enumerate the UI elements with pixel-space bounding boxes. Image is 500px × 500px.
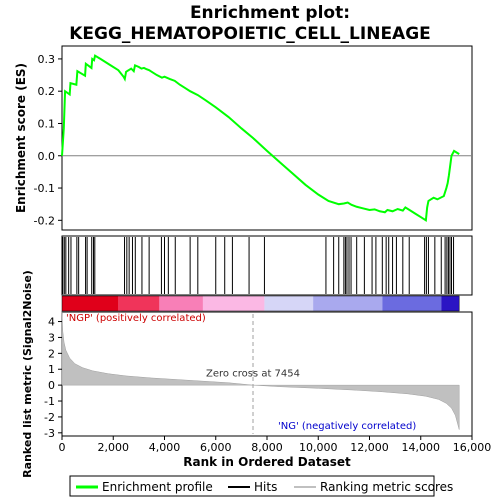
heat-segment xyxy=(441,296,460,311)
rank-y-axis: -3 -2 -1 0 1 2 3 4 xyxy=(44,316,62,440)
heat-frame xyxy=(61,295,460,312)
hit-lines xyxy=(62,237,455,294)
es-y-tick-label: 0.1 xyxy=(38,117,56,130)
rank-y-tick-label: 4 xyxy=(48,316,55,329)
rank-y-tick-label: 3 xyxy=(48,331,55,344)
es-panel: -0.2 -0.1 0.0 0.1 0.2 0.3 xyxy=(34,45,473,231)
rank-y-tick-label: 0 xyxy=(48,379,55,392)
rank-y-tick-label: -2 xyxy=(44,411,55,424)
heat-segment xyxy=(202,296,265,311)
chart-title-line1: Enrichment plot: xyxy=(190,3,350,23)
chart-title-line2: KEGG_HEMATOPOIETIC_CELL_LINEAGE xyxy=(69,24,431,44)
hits-panel xyxy=(61,235,473,296)
x-axis: 0 2,000 4,000 6,000 8,000 10,000 12,000 14,000 1… xyxy=(59,436,492,454)
es-plot-frame xyxy=(61,45,473,231)
x-tick-label: 12,000 xyxy=(350,441,389,454)
x-tick-label: 2,000 xyxy=(98,441,130,454)
heat-segment xyxy=(313,296,383,311)
legend: Enrichment profile Hits Ranking metric sco… xyxy=(69,475,453,497)
enrichment-profile-line xyxy=(61,54,460,223)
x-tick-label: 8,000 xyxy=(251,441,283,454)
heat-segment xyxy=(62,296,119,311)
x-tick-label: 10,000 xyxy=(299,441,338,454)
heat-segment xyxy=(159,296,203,311)
heat-segment xyxy=(264,296,314,311)
x-tick-label: 4,000 xyxy=(149,441,181,454)
hits-frame xyxy=(61,235,473,296)
rank-y-tick-label: 1 xyxy=(48,363,55,376)
rank-y-tick-label: -3 xyxy=(44,427,55,440)
x-tick-label: 16,000 xyxy=(453,441,492,454)
es-y-tick-label: -0.1 xyxy=(34,182,55,195)
es-y-axis-label: Enrichment score (ES) xyxy=(14,63,28,213)
legend-label: Enrichment profile xyxy=(102,480,213,494)
es-y-axis: -0.2 -0.1 0.0 0.1 0.2 0.3 xyxy=(34,53,62,227)
rank-y-tick-label: -1 xyxy=(44,395,55,408)
es-y-tick-label: 0.0 xyxy=(38,150,56,163)
positive-correlation-label: 'NGP' (positively correlated) xyxy=(66,313,206,324)
es-y-tick-label: 0.2 xyxy=(38,85,56,98)
es-y-tick-label: 0.3 xyxy=(38,53,56,66)
rank-y-tick-label: 2 xyxy=(48,347,55,360)
legend-box xyxy=(69,475,435,497)
rank-plot-frame xyxy=(61,311,473,437)
x-tick-label: 0 xyxy=(59,441,66,454)
x-tick-label: 14,000 xyxy=(402,441,441,454)
rank-panel: -3 -2 -1 0 1 2 3 4 'NGP' (positively correlated… xyxy=(44,311,473,440)
legend-label: Ranking metric scores xyxy=(320,480,453,494)
x-tick-label: 6,000 xyxy=(200,441,232,454)
legend-label: Hits xyxy=(254,480,277,494)
heat-segment xyxy=(118,296,160,311)
rank-heatmap-bar xyxy=(61,295,460,312)
heat-segment xyxy=(382,296,442,311)
rank-y-axis-label: Ranked list metric (Signal2Noise) xyxy=(21,270,34,478)
negative-correlation-label: 'NG' (negatively correlated) xyxy=(278,421,416,432)
es-y-tick-label: -0.2 xyxy=(34,214,55,227)
zero-cross-label: Zero cross at 7454 xyxy=(206,368,300,379)
x-axis-label: Rank in Ordered Dataset xyxy=(183,455,351,469)
